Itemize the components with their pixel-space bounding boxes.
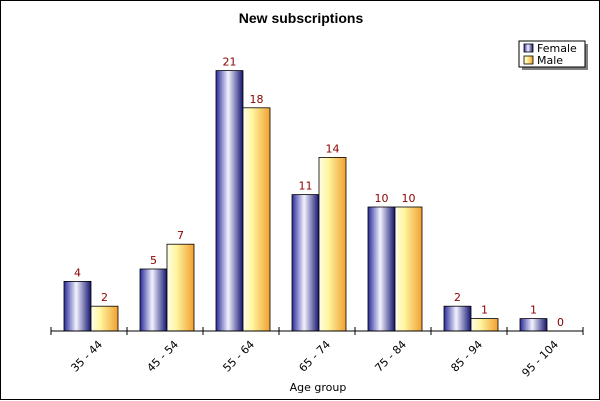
x-tick-label-2: 55 - 64	[220, 338, 257, 375]
data-label-male-2: 18	[250, 93, 264, 106]
x-tick-label-1: 45 - 54	[144, 338, 181, 375]
x-axis-label: Age group	[290, 381, 347, 394]
legend-label-female: Female	[537, 42, 577, 55]
bar-male-5	[470, 318, 499, 332]
data-label-male-3: 14	[326, 142, 340, 155]
data-label-female-2: 21	[223, 56, 237, 69]
legend-swatch-male	[523, 55, 534, 65]
data-label-female-3: 11	[299, 180, 313, 193]
bar-male-4	[394, 206, 423, 332]
bar-female-0	[63, 280, 92, 332]
bar-male-1	[166, 243, 195, 332]
x-tick-label-4: 75 - 84	[372, 338, 409, 375]
bars-group	[63, 70, 548, 332]
data-label-male-0: 2	[101, 291, 108, 304]
data-label-female-6: 1	[530, 304, 537, 317]
x-axis: 35 - 44 45 - 54 55 - 64 65 - 74 75 - 84 85 - …	[50, 327, 584, 380]
data-label-male-5: 1	[481, 304, 488, 317]
data-label-female-4: 10	[375, 192, 389, 205]
legend: Female Male	[518, 40, 588, 70]
x-tick-label-5: 85 - 94	[448, 338, 485, 375]
chart-title: New subscriptions	[239, 10, 364, 26]
x-tick-label-3: 65 - 74	[296, 338, 333, 375]
bar-female-4	[367, 206, 396, 332]
legend-label-male: Male	[537, 54, 563, 67]
bar-female-2	[215, 70, 244, 332]
data-label-male-6: 0	[557, 316, 564, 329]
data-label-male-1: 7	[177, 229, 184, 242]
data-label-female-0: 4	[74, 266, 81, 279]
bar-female-1	[139, 268, 168, 332]
x-tick-label-6: 95 - 104	[519, 338, 561, 380]
data-label-female-5: 2	[454, 291, 461, 304]
bar-female-3	[291, 194, 320, 332]
bar-male-0	[90, 305, 119, 332]
bar-male-3	[318, 156, 347, 332]
x-tick-label-0: 35 - 44	[68, 338, 105, 375]
bar-female-6	[519, 318, 548, 332]
bar-female-5	[443, 305, 472, 332]
bar-male-2	[242, 107, 271, 332]
legend-swatch-female	[523, 43, 534, 53]
data-label-female-1: 5	[150, 254, 157, 267]
data-label-male-4: 10	[402, 192, 416, 205]
